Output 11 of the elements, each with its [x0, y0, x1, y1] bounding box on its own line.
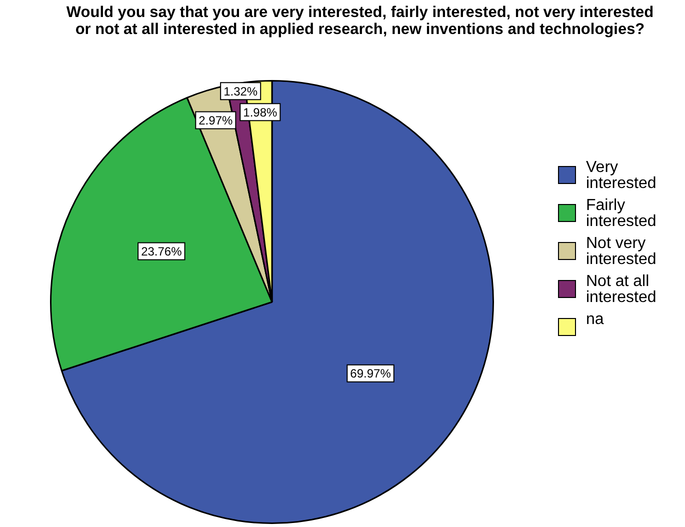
- chart-title: Would you say that you are very interested, fairly interested, not very interested or not at all interested in applied research, new inventions and technologies?: [65, 4, 655, 38]
- legend-label: na: [586, 311, 605, 328]
- data-label: 69.97%: [350, 366, 392, 381]
- legend-label: Fairly interested: [586, 197, 658, 230]
- legend-label: Very interested: [586, 159, 658, 192]
- legend-label: Not at all interested: [586, 273, 658, 306]
- legend-label: Not very interested: [586, 235, 658, 268]
- data-label: 1.32%: [224, 84, 258, 98]
- data-label: 2.97%: [198, 114, 233, 128]
- data-label: 1.98%: [243, 105, 278, 120]
- data-label: 23.76%: [141, 244, 182, 259]
